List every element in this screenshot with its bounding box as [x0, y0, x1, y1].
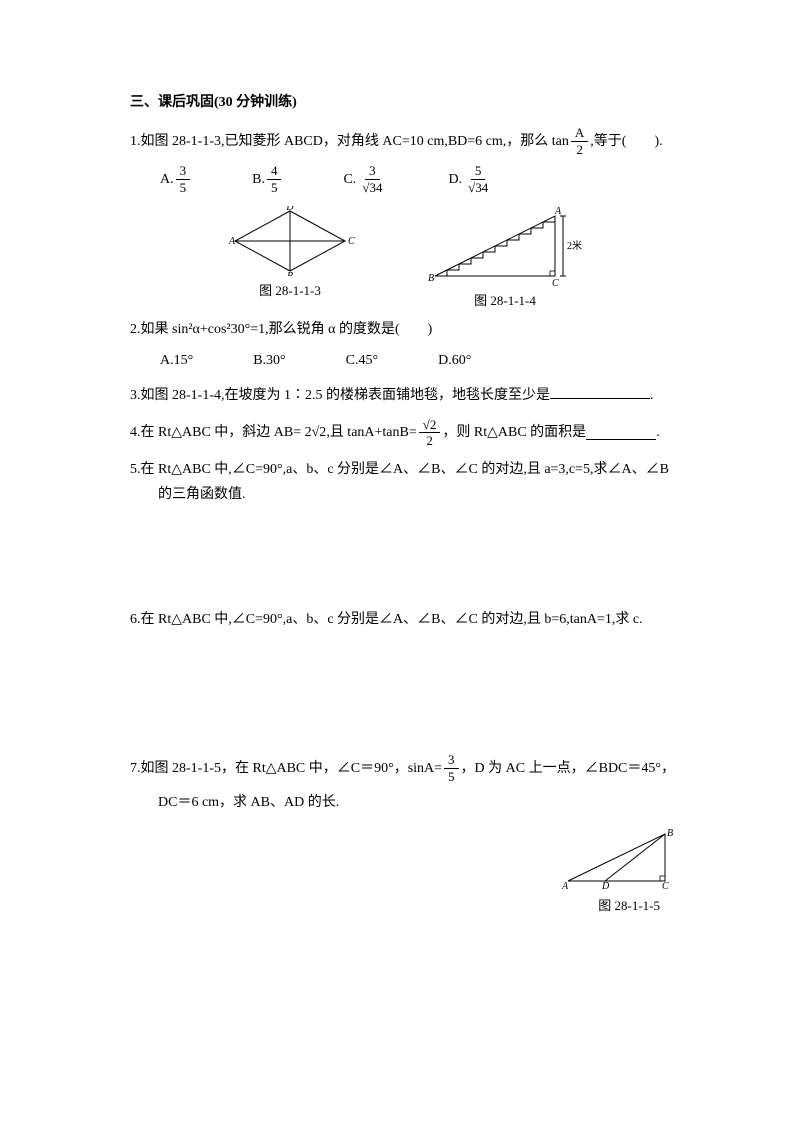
q1-a-label: A.	[160, 167, 174, 192]
question-2: 2.如果 sin²α+cos²30°=1,那么锐角 α 的度数是( )	[130, 317, 680, 342]
question-5: 5.在 Rt△ABC 中,∠C=90°,a、b、c 分别是∠A、∠B、∠C 的对…	[130, 457, 680, 507]
q1-b-den: 5	[267, 180, 282, 196]
rhombus-C: C	[348, 236, 355, 247]
q7-pre: 7.如图 28-1-1-5，在 Rt△ABC 中，∠C＝90°，sinA=	[130, 756, 442, 781]
triangle-icon: A D C B	[560, 826, 680, 891]
q4-pre: 4.在 Rt△ABC 中，斜边 AB= 2	[130, 420, 312, 445]
q7-frac: 3 5	[444, 752, 459, 784]
q1-d-den: √34	[464, 180, 492, 196]
q1-option-a: A. 3 5	[160, 163, 192, 195]
section-title: 三、课后巩固(30 分钟训练)	[130, 90, 680, 115]
q1-d-label: D.	[448, 167, 462, 192]
q4-mid: ,且 tanA+tanB=	[326, 420, 416, 445]
question-4: 4.在 Rt△ABC 中，斜边 AB= 2 √2 ,且 tanA+tanB= √…	[130, 417, 680, 449]
q4-post: ，则 Rt△ABC 的面积是	[442, 420, 586, 445]
q1-option-b: B. 4 5	[252, 163, 283, 195]
q2-b: B.30°	[253, 348, 285, 373]
q1-frac-den: 2	[572, 142, 587, 158]
q3-pre: 3.如图 28-1-1-4,在坡度为 1∶2.5 的楼梯表面铺地毯，地毯长度至少…	[130, 388, 550, 403]
fig3-caption: 图 28-1-1-5	[598, 894, 660, 917]
figure-stairs: 2米 A B C 图 28-1-1-4	[425, 206, 585, 312]
q1-options: A. 3 5 B. 4 5 C. 3 √34 D. 5 √34	[130, 163, 680, 195]
q4-frac: √2 2	[419, 417, 441, 449]
stairs-B: B	[428, 273, 434, 284]
q1-c-num: 3	[365, 163, 380, 180]
q3-post: .	[650, 388, 654, 403]
q7-line2: DC＝6 cm，求 AB、AD 的长.	[130, 790, 680, 815]
figure-rhombus: D A C B 图 28-1-1-3	[225, 206, 355, 312]
rhombus-D: D	[285, 206, 294, 213]
q1-option-d: D. 5 √34	[448, 163, 494, 195]
q2-options: A.15° B.30° C.45° D.60°	[130, 348, 680, 373]
tri-B: B	[667, 828, 673, 839]
tri-D: D	[601, 881, 610, 891]
q4-period: .	[656, 420, 660, 445]
q5-line2: 的三角函数值.	[130, 482, 680, 507]
q7-frac-num: 3	[444, 752, 459, 769]
question-1: 1.如图 28-1-1-3,已知菱形 ABCD，对角线 AC=10 cm,BD=…	[130, 125, 680, 157]
question-3: 3.如图 28-1-1-4,在坡度为 1∶2.5 的楼梯表面铺地毯，地毯长度至少…	[130, 383, 680, 408]
tri-A: A	[561, 881, 569, 891]
figure-triangle: A D C B 图 28-1-1-5	[130, 826, 680, 917]
question-7: 7.如图 28-1-1-5，在 Rt△ABC 中，∠C＝90°，sinA= 3 …	[130, 752, 680, 784]
q1-b-label: B.	[252, 167, 265, 192]
q4-frac-den: 2	[422, 433, 437, 449]
q7-frac-den: 5	[444, 769, 459, 785]
fig1-caption: 图 28-1-1-3	[259, 279, 321, 302]
q1-frac: A 2	[571, 125, 588, 157]
stairs-height: 2米	[567, 239, 582, 252]
tri-C: C	[662, 881, 669, 891]
q2-c: C.45°	[346, 348, 378, 373]
rhombus-B: B	[287, 271, 293, 276]
q1-c-label: C.	[343, 167, 356, 192]
figure-row-1: D A C B 图 28-1-1-3 2米 A B C 图 28-1-1-4	[130, 206, 680, 312]
q3-blank	[550, 385, 650, 399]
stairs-C: C	[552, 278, 559, 286]
q1-a-den: 5	[176, 180, 191, 196]
fig2-caption: 图 28-1-1-4	[474, 289, 536, 312]
q1-text-pre: 1.如图 28-1-1-3,已知菱形 ABCD，对角线 AC=10 cm,BD=…	[130, 129, 569, 154]
q7-post: ，D 为 AC 上一点，∠BDC＝45°，	[461, 756, 675, 781]
q1-b-num: 4	[267, 163, 282, 180]
q1-option-c: C. 3 √34	[343, 163, 388, 195]
q1-d-num: 5	[471, 163, 486, 180]
q2-d: D.60°	[438, 348, 471, 373]
q1-frac-num: A	[571, 125, 588, 142]
stairs-A: A	[554, 206, 562, 217]
q1-a-num: 3	[176, 163, 191, 180]
q1-text-post: ,等于( ).	[590, 129, 662, 154]
question-6: 6.在 Rt△ABC 中,∠C=90°,a、b、c 分别是∠A、∠B、∠C 的对…	[130, 607, 680, 632]
stairs-icon: 2米 A B C	[425, 206, 585, 286]
q4-frac-num: √2	[419, 417, 441, 434]
rhombus-icon: D A C B	[225, 206, 355, 276]
q4-sqrt: √2	[312, 420, 327, 445]
q4-blank	[586, 426, 656, 440]
q5-line1: 5.在 Rt△ABC 中,∠C=90°,a、b、c 分别是∠A、∠B、∠C 的对…	[130, 457, 680, 482]
q2-a: A.15°	[160, 348, 193, 373]
rhombus-A: A	[228, 236, 236, 247]
q1-c-den: √34	[358, 180, 386, 196]
